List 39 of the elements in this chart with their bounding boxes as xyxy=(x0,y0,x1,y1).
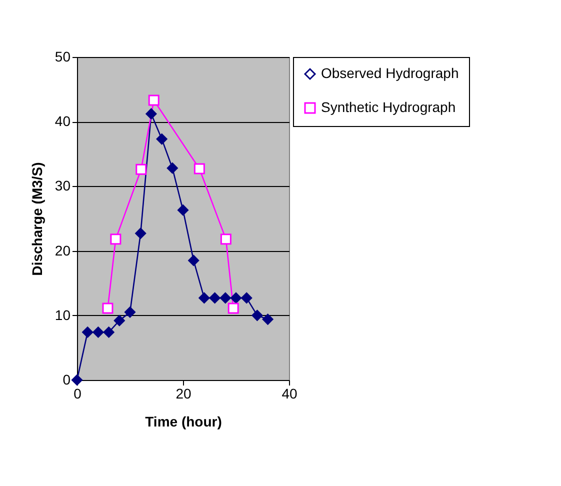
point xyxy=(220,234,232,245)
y-axis-title: Discharge (M3/S) xyxy=(28,162,45,276)
point xyxy=(82,326,94,338)
point xyxy=(135,228,146,239)
point xyxy=(156,134,168,145)
point xyxy=(110,234,122,245)
point xyxy=(198,292,210,304)
point xyxy=(220,292,231,304)
point xyxy=(102,302,114,314)
y-tick-label: 40 xyxy=(54,113,71,130)
point xyxy=(241,292,252,304)
point xyxy=(146,108,157,120)
point xyxy=(209,292,220,304)
legend-label: Synthetic Hydrograph xyxy=(321,99,456,115)
point xyxy=(228,302,239,314)
y-tick-label: 0 xyxy=(62,372,71,388)
x-axis-title: Time (hour) xyxy=(145,414,222,430)
y-tick-label: 30 xyxy=(54,178,71,194)
x-tick-label: 40 xyxy=(282,386,298,402)
point xyxy=(148,94,160,106)
point xyxy=(92,326,104,338)
point xyxy=(103,326,114,338)
point xyxy=(188,254,200,266)
point xyxy=(124,306,136,318)
point xyxy=(178,204,188,216)
x-tick-label: 0 xyxy=(74,386,82,402)
point xyxy=(194,163,205,174)
y-tick-label: 10 xyxy=(54,306,71,323)
y-tick-label: 20 xyxy=(54,242,71,258)
x-tick-label: 20 xyxy=(176,386,192,402)
point xyxy=(166,162,178,174)
y-tick-label: 50 xyxy=(54,48,71,64)
legend-label: Observed Hydrograph xyxy=(321,65,459,81)
point xyxy=(252,310,263,321)
point xyxy=(230,292,242,304)
point xyxy=(114,315,125,326)
point xyxy=(72,374,82,386)
point xyxy=(136,164,147,175)
point xyxy=(262,314,274,325)
